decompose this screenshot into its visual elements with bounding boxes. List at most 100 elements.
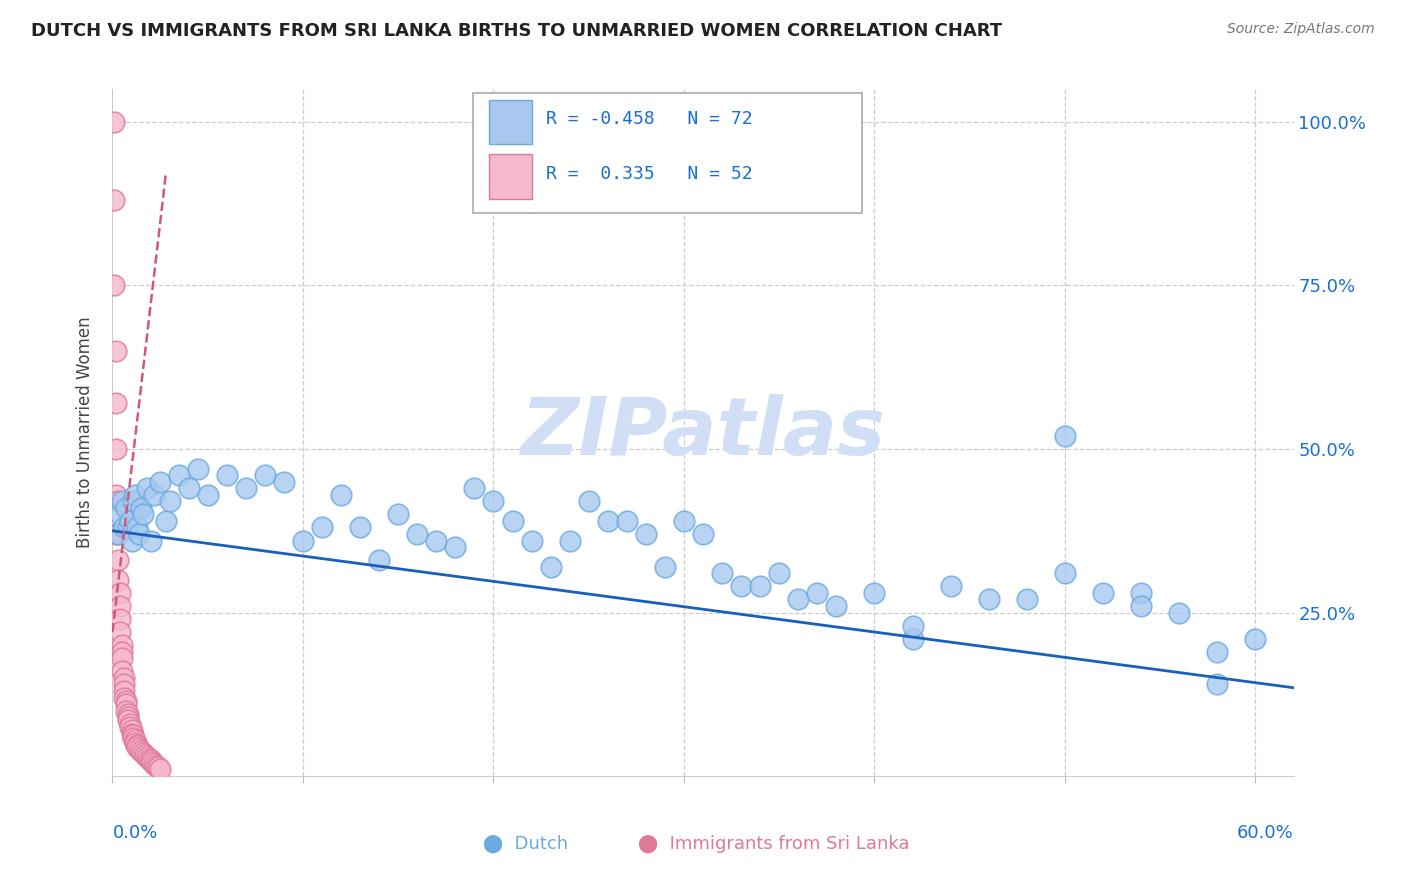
Point: [149, 762, 172, 776]
Point: [135, 481, 157, 495]
Point: [105, 396, 128, 410]
Point: [540, 559, 562, 574]
Text: ⬤  Dutch: ⬤ Dutch: [484, 834, 568, 853]
Point: [187, 461, 209, 475]
Point: [215, 468, 238, 483]
Point: [634, 527, 657, 541]
Point: [118, 720, 141, 734]
Point: [1053, 566, 1076, 581]
Point: [114, 500, 136, 515]
Text: ⬤  Immigrants from Sri Lanka: ⬤ Immigrants from Sri Lanka: [638, 834, 910, 853]
Point: [825, 599, 848, 613]
Point: [349, 520, 371, 534]
Point: [105, 488, 128, 502]
Point: [124, 736, 146, 750]
Point: [124, 488, 146, 502]
Point: [939, 579, 962, 593]
Point: [112, 690, 135, 705]
Point: [425, 533, 447, 548]
Point: [692, 527, 714, 541]
Point: [105, 442, 128, 456]
Point: [105, 527, 128, 541]
Text: Source: ZipAtlas.com: Source: ZipAtlas.com: [1227, 22, 1375, 37]
Point: [1015, 592, 1038, 607]
Point: [112, 520, 135, 534]
Point: [114, 697, 136, 711]
Text: R =  0.335   N = 52: R = 0.335 N = 52: [546, 165, 752, 183]
Point: [128, 527, 150, 541]
Point: [124, 733, 146, 747]
Y-axis label: Births to Unmarried Women: Births to Unmarried Women: [76, 317, 94, 549]
Point: [108, 586, 131, 600]
Point: [1168, 606, 1191, 620]
Point: [135, 750, 157, 764]
Point: [463, 481, 485, 495]
Text: 60.0%: 60.0%: [1237, 824, 1294, 842]
Point: [117, 520, 139, 534]
Point: [1206, 645, 1229, 659]
Point: [143, 488, 166, 502]
Text: 0.0%: 0.0%: [112, 824, 157, 842]
Point: [368, 553, 391, 567]
Point: [127, 520, 149, 534]
Point: [112, 677, 135, 691]
Point: [159, 494, 181, 508]
Point: [112, 684, 135, 698]
Point: [129, 744, 152, 758]
Point: [863, 586, 886, 600]
Point: [129, 500, 152, 515]
Point: [149, 475, 172, 489]
Point: [105, 343, 128, 358]
Point: [103, 115, 125, 129]
Point: [112, 671, 135, 685]
Point: [291, 533, 314, 548]
Point: [1130, 586, 1153, 600]
Point: [148, 760, 170, 774]
Point: [558, 533, 581, 548]
Point: [482, 494, 505, 508]
Point: [197, 488, 219, 502]
Point: [107, 527, 129, 541]
Point: [111, 638, 134, 652]
Point: [111, 645, 134, 659]
Point: [145, 758, 167, 772]
Point: [108, 599, 131, 613]
Point: [127, 738, 149, 752]
Point: [1244, 632, 1267, 646]
Point: [117, 714, 139, 728]
Point: [977, 592, 1000, 607]
Point: [177, 481, 200, 495]
Point: [128, 742, 150, 756]
Point: [139, 533, 162, 548]
Point: [108, 508, 131, 522]
Point: [1092, 586, 1115, 600]
Point: [1130, 599, 1153, 613]
Point: [107, 553, 129, 567]
Point: [132, 746, 155, 760]
Point: [141, 756, 163, 770]
Point: [114, 694, 136, 708]
Text: ZIPatlas: ZIPatlas: [520, 393, 886, 472]
Point: [387, 508, 409, 522]
Point: [132, 508, 155, 522]
Point: [406, 527, 429, 541]
Point: [111, 494, 134, 508]
Point: [672, 514, 695, 528]
Point: [111, 665, 134, 679]
Point: [108, 625, 131, 640]
Point: [167, 468, 190, 483]
Point: [127, 740, 149, 755]
Point: [117, 710, 139, 724]
Point: [107, 494, 129, 508]
Point: [103, 278, 125, 293]
Bar: [489, 154, 531, 199]
Point: [108, 612, 131, 626]
Point: [114, 704, 136, 718]
Point: [253, 468, 276, 483]
Point: [749, 579, 772, 593]
Point: [730, 579, 752, 593]
Point: [444, 540, 467, 554]
Point: [273, 475, 295, 489]
Point: [806, 586, 828, 600]
Point: [901, 632, 924, 646]
